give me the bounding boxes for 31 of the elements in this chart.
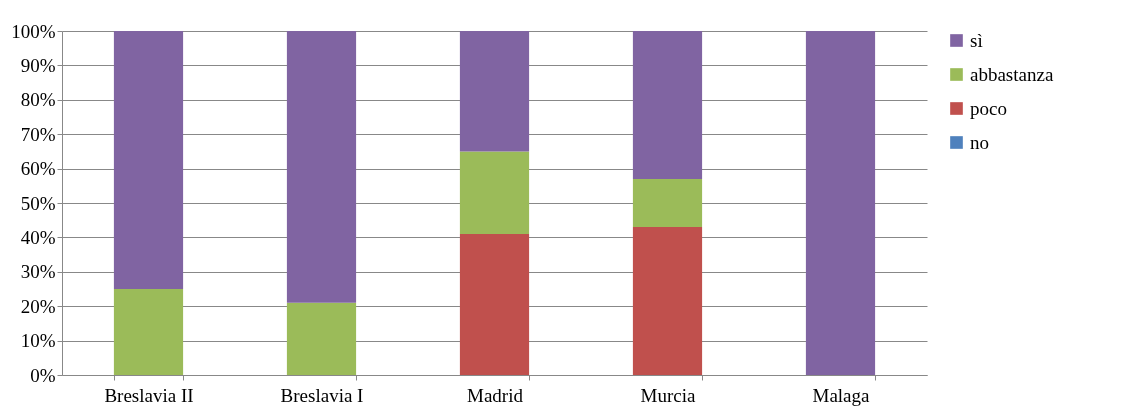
y-tick-label: 100% bbox=[11, 20, 56, 42]
y-tick-label: 80% bbox=[20, 89, 56, 111]
bar bbox=[632, 178, 703, 228]
y-tick-label: 90% bbox=[20, 54, 56, 76]
x-tick-label: Breslavia II bbox=[104, 384, 194, 406]
bar bbox=[286, 302, 357, 375]
legend-label: sì bbox=[970, 29, 983, 51]
bar bbox=[459, 233, 530, 375]
x-tick-label: Murcia bbox=[640, 384, 696, 406]
y-tick-label: 40% bbox=[20, 226, 56, 248]
bar bbox=[459, 31, 530, 152]
bar bbox=[805, 31, 876, 375]
x-tick-label: Breslavia I bbox=[280, 384, 364, 406]
y-tick-label: 60% bbox=[20, 158, 56, 180]
bar bbox=[113, 31, 184, 289]
bar bbox=[113, 289, 184, 375]
y-tick-label: 10% bbox=[20, 330, 56, 352]
y-tick-label: 30% bbox=[20, 261, 56, 283]
legend-label: abbastanza bbox=[970, 63, 1054, 85]
bar bbox=[459, 151, 530, 234]
x-tick-label: Madrid bbox=[467, 384, 524, 406]
y-tick-label: 0% bbox=[30, 364, 56, 386]
x-tick-label: Malaga bbox=[812, 384, 871, 406]
y-tick-label: 70% bbox=[20, 123, 56, 145]
y-tick-label: 20% bbox=[20, 295, 56, 317]
bar bbox=[632, 31, 703, 179]
bar bbox=[632, 227, 703, 375]
legend-label: poco bbox=[970, 97, 1007, 119]
y-tick-label: 50% bbox=[20, 192, 56, 214]
bar bbox=[286, 31, 357, 303]
legend-label: no bbox=[970, 131, 989, 153]
